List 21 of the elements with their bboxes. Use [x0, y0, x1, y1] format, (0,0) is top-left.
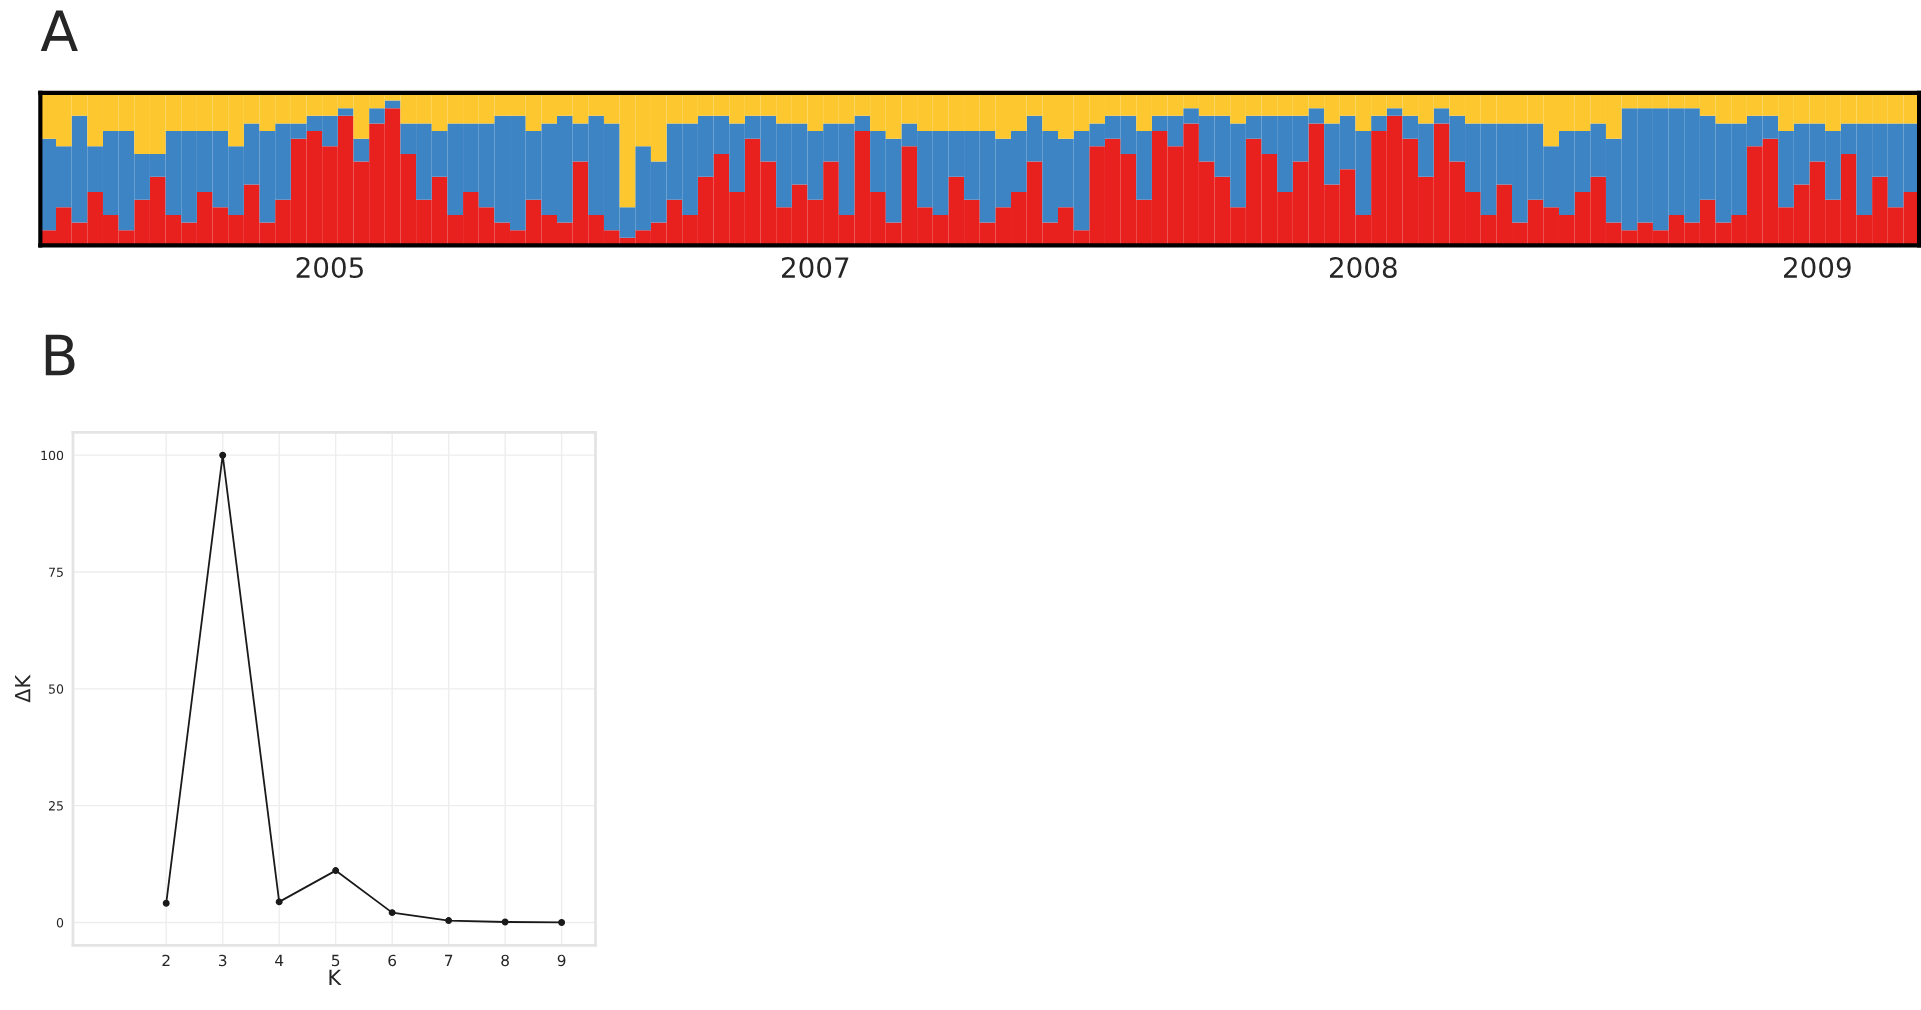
x-tick-label: 2005 [296, 257, 363, 279]
y-tick-label: 50 [49, 684, 64, 694]
x-tick-label: 6 [388, 954, 397, 967]
x-tick-label: 8 [501, 954, 509, 967]
x-tick-label: 4 [275, 954, 284, 966]
x-tick-label: 9 [557, 954, 566, 967]
y-axis-title: ΔK [15, 674, 31, 703]
x-tick-label: 2 [162, 954, 170, 966]
y-tick-label: 75 [49, 567, 63, 577]
x-axis-title: K [329, 969, 342, 985]
x-tick-label: 2008 [1329, 257, 1397, 279]
y-tick-label: 0 [56, 917, 64, 928]
y-tick-label: 100 [41, 450, 64, 461]
x-tick-label: 2009 [1784, 257, 1851, 279]
x-tick-label: 7 [445, 954, 453, 966]
x-tick-label: 3 [219, 954, 227, 967]
x-tick-label: 5 [331, 954, 340, 967]
x-tick-label: 2007 [782, 257, 849, 279]
chart-title: B [45, 334, 75, 376]
y-tick-label: 25 [48, 801, 63, 811]
chart-title: A [40, 10, 78, 52]
